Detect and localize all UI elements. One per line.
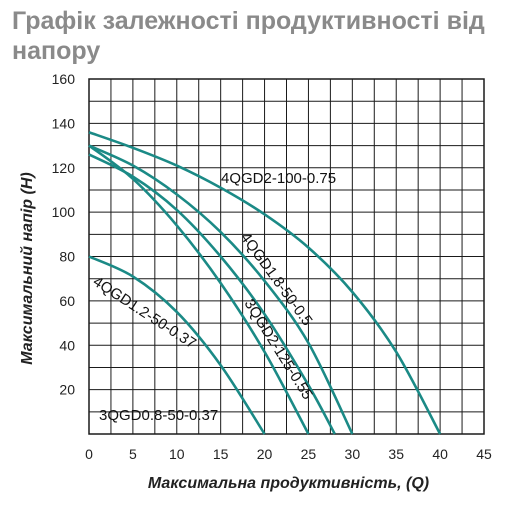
y-tick-label: 20	[59, 382, 75, 398]
curve-3qgd08-50-037	[88, 255, 266, 435]
x-tick-label: 30	[345, 446, 361, 462]
x-tick-label: 15	[213, 446, 229, 462]
x-tick-label: 45	[476, 446, 492, 462]
y-tick-label: 160	[52, 71, 76, 87]
x-tick-label: 0	[85, 446, 93, 462]
curves	[88, 131, 442, 435]
x-tick-label: 35	[388, 446, 404, 462]
y-axis-label: Максимальний напір (Н)	[19, 172, 36, 364]
x-tick-label: 10	[169, 446, 185, 462]
series-label: 4QGD2-100-0.75	[221, 170, 336, 187]
y-tick-label: 60	[59, 293, 75, 309]
curve-3qgd2-125-055	[88, 153, 336, 435]
x-tick-label: 5	[129, 446, 137, 462]
ticks: 0 5 10 15 20 25 30 35 40 45 20 40 60 80 100 120 140 160	[52, 71, 492, 462]
x-tick-label: 20	[257, 446, 273, 462]
y-tick-label: 140	[52, 115, 76, 131]
x-tick-label: 25	[301, 446, 317, 462]
y-tick-label: 80	[59, 249, 75, 265]
series-label: 3QGD0.8-50-0.37	[99, 407, 218, 424]
x-tick-label: 40	[432, 446, 448, 462]
plot-frame	[88, 78, 485, 435]
y-tick-label: 40	[59, 337, 75, 353]
y-tick-label: 100	[52, 204, 76, 220]
curve-4qgd18-50-05	[88, 144, 354, 435]
chart-title: Графік залежності продуктивності від нап…	[12, 7, 485, 65]
curve-4qgd2-100-075	[88, 131, 442, 435]
y-tick-label: 120	[52, 160, 76, 176]
x-axis-label: Максимальна продуктивність, (Q)	[148, 475, 429, 492]
curve-labels: 4QGD2-100-0.754QGD1.8-50-0.53QGD2-125-0.…	[90, 170, 336, 424]
curve-4qgd12-50-037	[88, 144, 310, 435]
grid	[88, 78, 485, 435]
